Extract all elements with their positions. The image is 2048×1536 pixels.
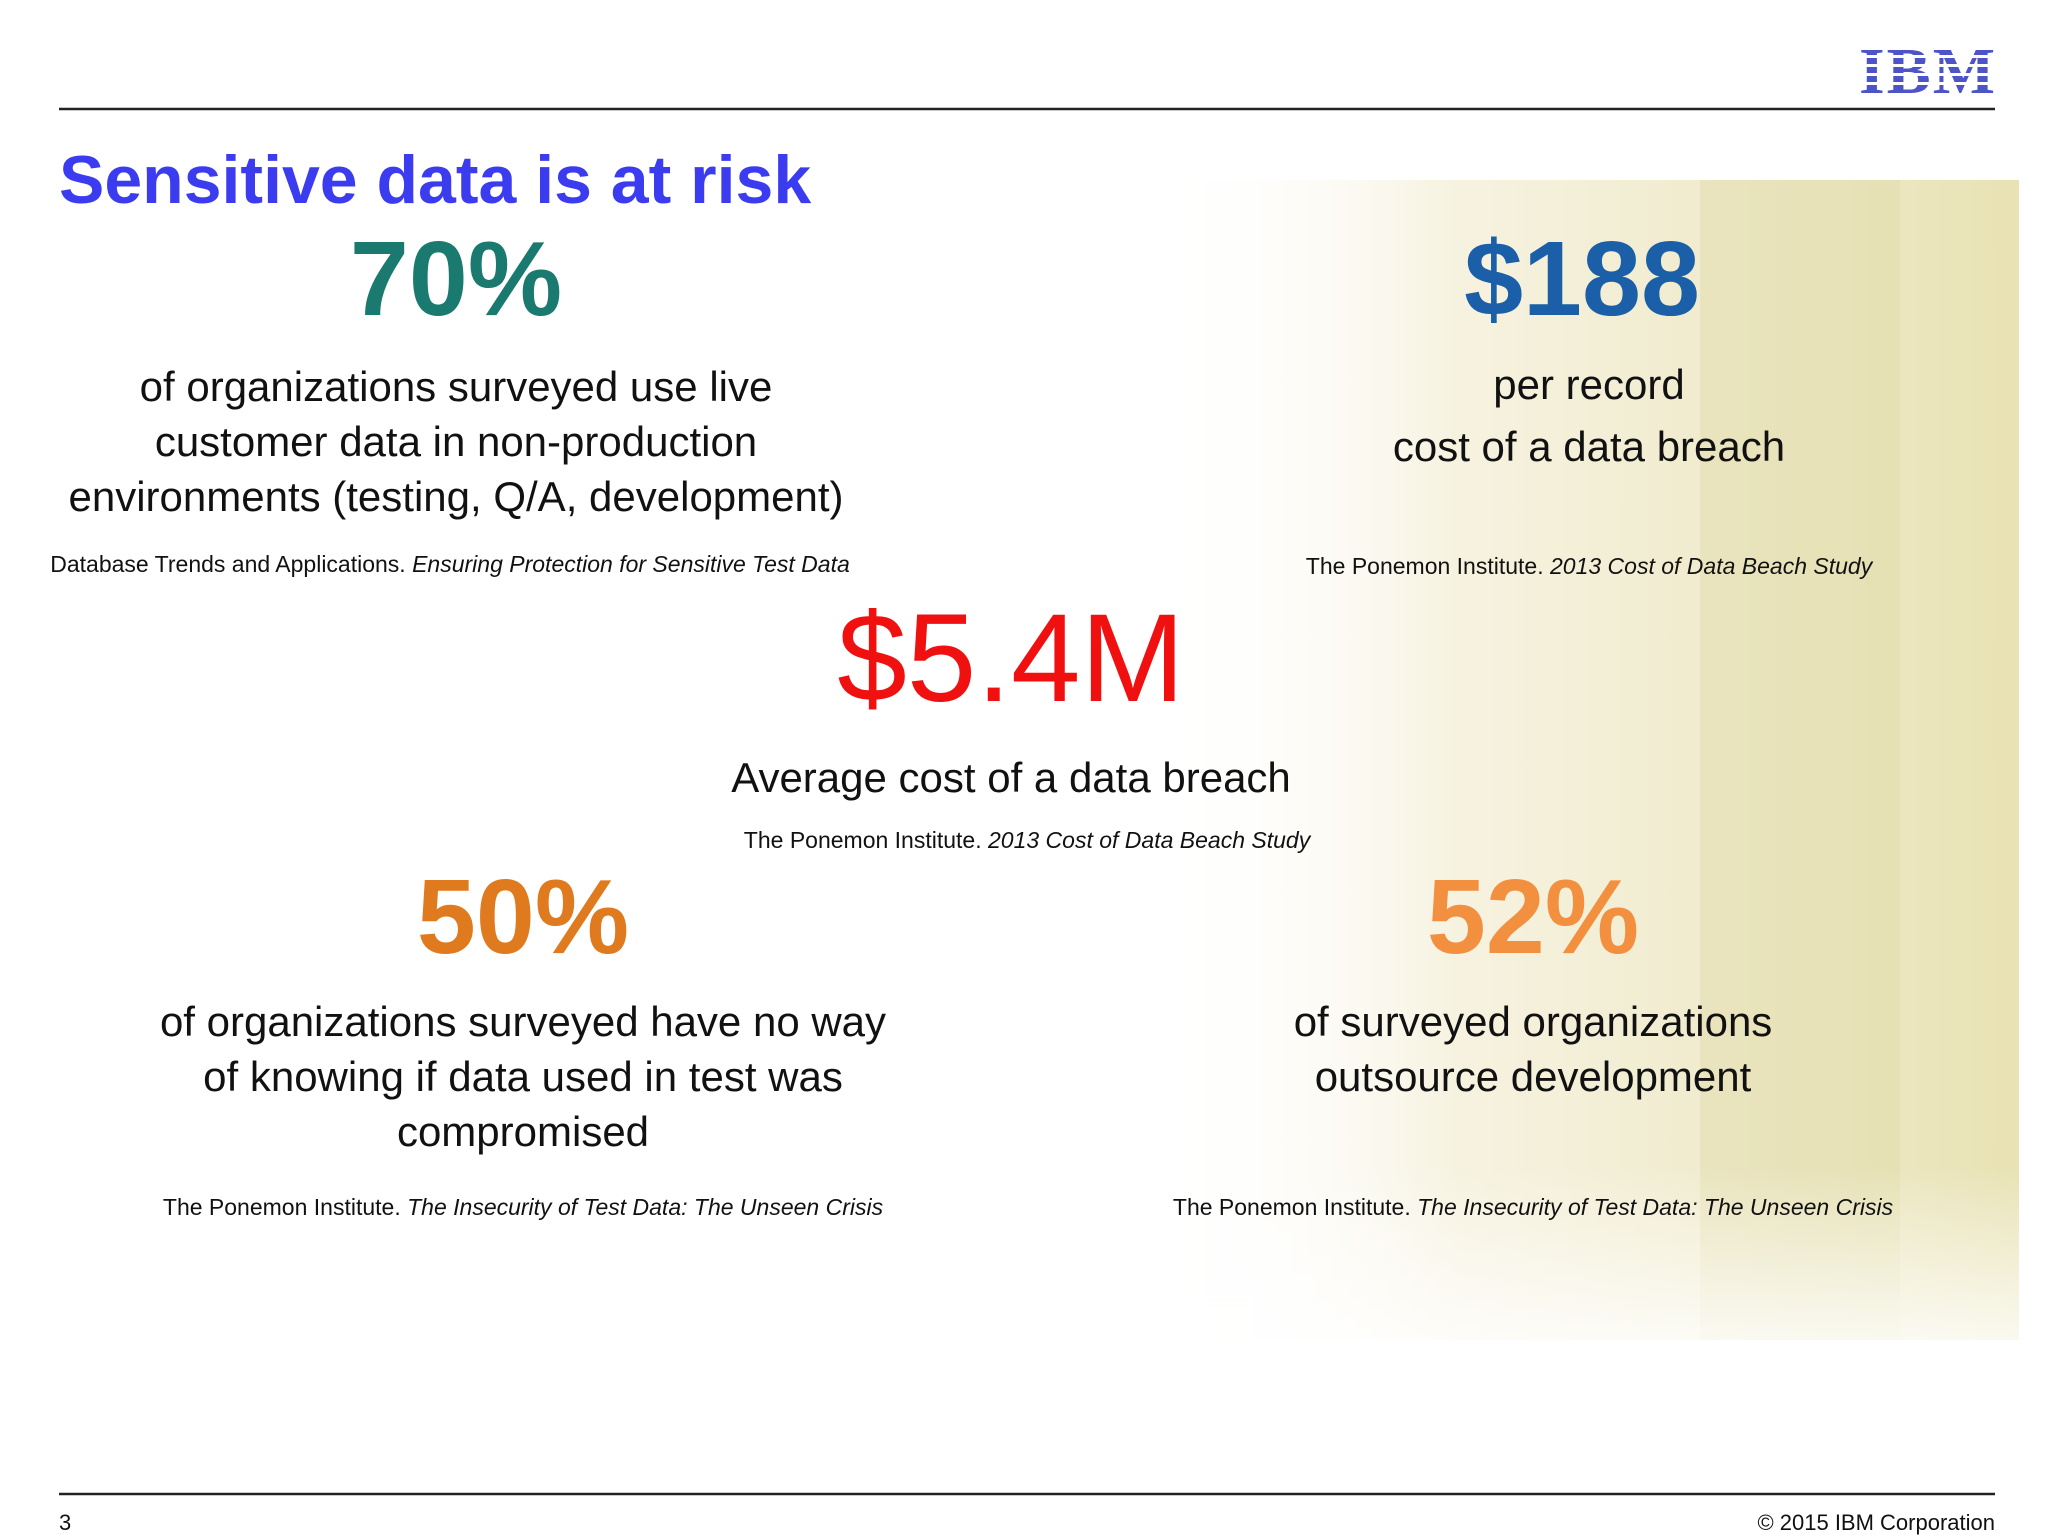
stat-source: The Ponemon Institute. 2013 Cost of Data… <box>1306 553 1874 579</box>
page-number: 3 <box>59 1510 71 1535</box>
source-title: Ensuring Protection for Sensitive Test D… <box>412 551 850 577</box>
stat-block: $188 per record cost of a data breach The P… <box>1306 220 1874 579</box>
stat-block: 70% of organizations surveyed use live cus… <box>50 220 850 577</box>
stat-description: environments (testing, Q/A, development) <box>68 473 843 520</box>
source-title: The Insecurity of Test Data: The Unseen … <box>1417 1194 1893 1220</box>
stat-source: Database Trends and Applications. Ensuri… <box>50 551 850 577</box>
source-publisher: Database Trends and Applications. <box>50 551 412 577</box>
stat-description: of organizations surveyed use live <box>140 363 773 410</box>
source-title: 2013 Cost of Data Beach Study <box>1549 553 1874 579</box>
stat-description: per record <box>1493 361 1684 408</box>
source-publisher: The Ponemon Institute. <box>1173 1194 1417 1220</box>
copyright: © 2015 IBM Corporation <box>1757 1510 1995 1535</box>
source-title: 2013 Cost of Data Beach Study <box>987 827 1312 853</box>
source-publisher: The Ponemon Institute. <box>744 827 988 853</box>
source-title: The Insecurity of Test Data: The Unseen … <box>407 1194 883 1220</box>
source-publisher: The Ponemon Institute. <box>163 1194 407 1220</box>
stat-description: of knowing if data used in test was <box>203 1053 843 1100</box>
slide-title: Sensitive data is at risk <box>59 142 811 218</box>
stat-description: of surveyed organizations <box>1294 998 1773 1045</box>
stat-description: outsource development <box>1315 1053 1752 1100</box>
logo-stripes <box>1855 46 2000 85</box>
stat-value: 50% <box>417 858 629 976</box>
stat-description: of organizations surveyed have no way <box>160 998 886 1045</box>
stat-block: $5.4M Average cost of a data breach The Po… <box>731 589 1312 853</box>
stat-value: $5.4M <box>837 589 1184 728</box>
stat-value: 70% <box>350 220 562 338</box>
stat-description: Average cost of a data breach <box>731 754 1291 801</box>
ibm-logo: IBM <box>1859 35 1997 108</box>
stat-description: compromised <box>397 1108 649 1155</box>
stat-block: 50% of organizations surveyed have no way… <box>160 858 886 1220</box>
stat-description: cost of a data breach <box>1393 423 1785 470</box>
photo-fade <box>1154 180 2019 1340</box>
stat-source: The Ponemon Institute. 2013 Cost of Data… <box>744 827 1312 853</box>
stat-source: The Ponemon Institute. The Insecurity of… <box>1173 1194 1894 1220</box>
stat-value: 52% <box>1427 858 1639 976</box>
stat-block: 52% of surveyed organizations outsource de… <box>1173 858 1894 1220</box>
source-publisher: The Ponemon Institute. <box>1306 553 1550 579</box>
stat-description: customer data in non-production <box>155 418 757 465</box>
stat-source: The Ponemon Institute. The Insecurity of… <box>163 1194 884 1220</box>
stat-value: $188 <box>1464 220 1700 338</box>
